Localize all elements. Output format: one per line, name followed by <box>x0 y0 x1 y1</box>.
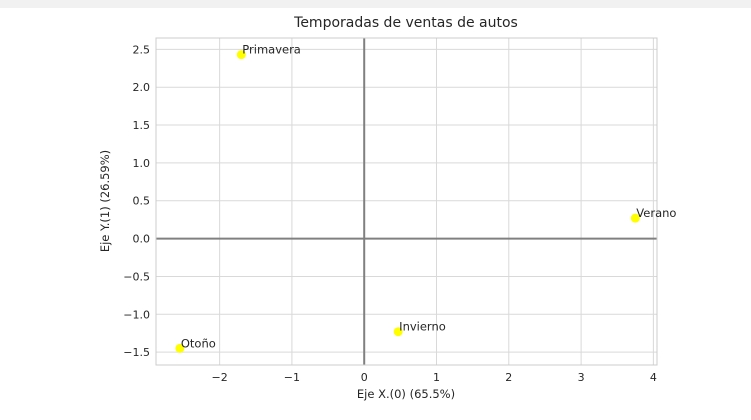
y-tick-label: 2.0 <box>133 81 151 94</box>
plot-frame <box>155 37 658 366</box>
data-point <box>630 213 640 223</box>
zero-lines <box>156 38 657 365</box>
point-label: Invierno <box>399 320 446 334</box>
data-point <box>393 327 403 337</box>
x-tick-label: −1 <box>284 371 300 384</box>
chart-title: Temporadas de ventas de autos <box>293 15 518 31</box>
point-label: Primavera <box>242 43 301 57</box>
data-point <box>175 343 185 353</box>
x-tick-label: 4 <box>650 371 657 384</box>
y-tick-label: 0.0 <box>133 233 151 246</box>
data-point <box>236 50 246 60</box>
grid <box>156 38 657 365</box>
x-axis-label: Eje X.(0) (65.5%) <box>357 387 455 401</box>
y-tick-label: −1.0 <box>123 308 150 321</box>
point-label: Verano <box>636 206 676 220</box>
x-tick-label: 1 <box>433 371 440 384</box>
y-tick-label: 1.5 <box>133 119 151 132</box>
y-tick-label: −1.5 <box>123 346 150 359</box>
x-tick-labels: −2 −1 0 1 2 3 4 <box>212 371 657 384</box>
y-tick-label: 1.0 <box>133 157 151 170</box>
data-points: Primavera Verano Invierno Otoño <box>175 43 676 353</box>
y-tick-label: 2.5 <box>133 43 151 56</box>
x-tick-label: 2 <box>505 371 512 384</box>
x-tick-label: −2 <box>212 371 228 384</box>
y-tick-label: 0.5 <box>133 195 151 208</box>
x-tick-label: 0 <box>361 371 368 384</box>
y-tick-labels: −1.5 −1.0 −0.5 0.0 0.5 1.0 1.5 2.0 2.5 <box>123 43 150 359</box>
y-tick-label: −0.5 <box>123 270 150 283</box>
point-label: Otoño <box>181 336 216 350</box>
x-tick-label: 3 <box>578 371 585 384</box>
top-bar <box>0 0 751 8</box>
y-axis-label: Eje Y.(1) (26.59%) <box>98 150 112 252</box>
